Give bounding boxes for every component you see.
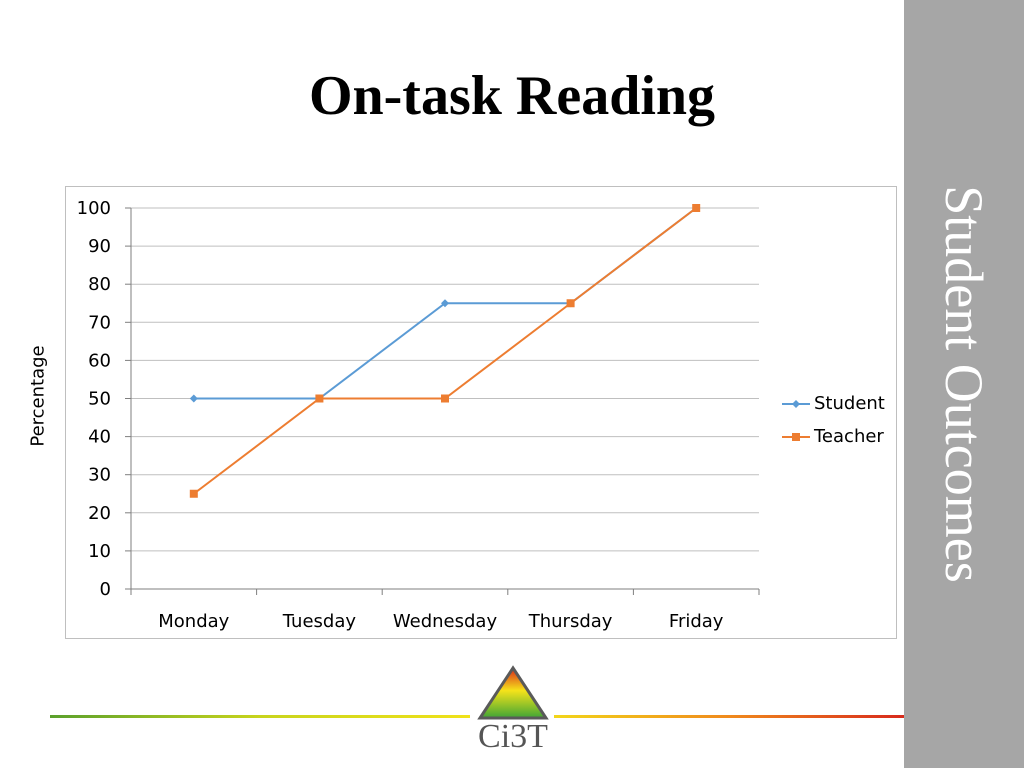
y-tick-label-10: 10 [88,541,111,562]
point-teacher-tuesday [315,394,324,403]
legend-item-student: Student [782,387,885,420]
point-teacher-thursday [566,299,575,308]
logo-wordmark: Ci3T [478,718,548,755]
legend-swatch-teacher [782,432,810,441]
legend-label-student: Student [814,393,885,414]
x-tick-label-thursday: Thursday [528,611,613,632]
point-teacher-monday [189,489,198,498]
x-tick-label-wednesday: Wednesday [393,611,498,632]
point-student-wednesday [441,299,449,308]
point-teacher-friday [692,204,701,212]
y-axis-label: Percentage [27,345,49,447]
axis-layer: 0 10 20 30 40 50 60 70 80 90 100 Monday Tuesday Wedne… [77,198,760,632]
point-student-monday [189,394,198,403]
sidebar-band [904,0,1024,768]
y-tick-label-0: 0 [100,579,111,600]
y-tick-label-40: 40 [88,427,111,448]
y-tick-label-60: 60 [88,350,111,371]
y-tick-label-50: 50 [88,389,111,410]
series-layer [189,204,701,498]
y-tick-label-30: 30 [88,465,111,486]
x-tick-label-friday: Friday [669,611,724,632]
y-tick-label-80: 80 [88,274,111,295]
chart-legend: Student Teacher [782,387,885,453]
x-tick-label-tuesday: Tuesday [282,611,357,632]
grid-layer [131,207,759,552]
footer-rule-left [50,715,470,718]
x-tick-label-monday: Monday [158,611,229,632]
legend-item-teacher: Teacher [782,420,885,453]
chart-frame [65,186,897,639]
y-tick-label-20: 20 [88,503,111,524]
y-tick-label-100: 100 [77,198,111,219]
point-teacher-wednesday [441,394,449,403]
ci3t-triangle-logo [477,665,549,720]
legend-label-teacher: Teacher [814,426,884,447]
y-tick-label-90: 90 [88,236,111,257]
y-tick-label-70: 70 [88,312,111,333]
legend-swatch-student [782,399,810,408]
footer-rule-right [554,715,904,718]
slide-title: On-task Reading [308,65,716,127]
series-line-teacher [193,207,697,495]
